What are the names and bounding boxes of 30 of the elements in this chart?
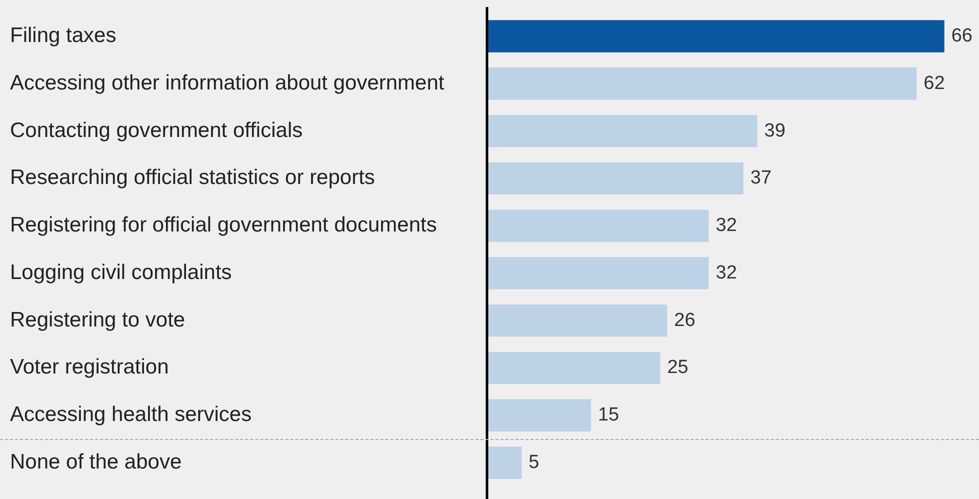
data-label: 32 <box>716 262 737 284</box>
bar <box>487 162 744 195</box>
y-tick-label: Researching official statistics or reports <box>10 166 375 190</box>
data-label: 37 <box>750 168 772 189</box>
data-label: 66 <box>951 26 972 47</box>
data-label: 5 <box>528 452 540 473</box>
y-tick-label: None of the above <box>10 450 182 474</box>
bar <box>487 257 709 290</box>
y-tick-label: Registering to vote <box>10 308 186 332</box>
bar <box>487 304 668 337</box>
data-label: 39 <box>764 120 786 142</box>
data-label: 32 <box>716 215 737 236</box>
bar <box>487 20 944 52</box>
y-tick-label: Contacting government officials <box>10 118 303 142</box>
data-label: 15 <box>598 404 620 426</box>
y-tick-label: Accessing other information about government <box>10 71 444 94</box>
bar <box>487 446 522 479</box>
data-label: 26 <box>674 310 696 331</box>
bar <box>487 68 917 100</box>
data-label: 25 <box>667 357 688 378</box>
bar <box>487 352 660 384</box>
y-tick-label: Accessing health services <box>10 403 252 426</box>
bar <box>487 210 709 242</box>
y-tick-label: Voter registration <box>10 356 169 379</box>
y-tick-label: Filing taxes <box>10 24 116 48</box>
bar <box>487 114 758 148</box>
bar <box>487 399 591 432</box>
data-label: 62 <box>924 72 945 94</box>
y-tick-label: Registering for official government documents <box>10 214 437 237</box>
y-tick-label: Logging civil complaints <box>10 260 232 284</box>
